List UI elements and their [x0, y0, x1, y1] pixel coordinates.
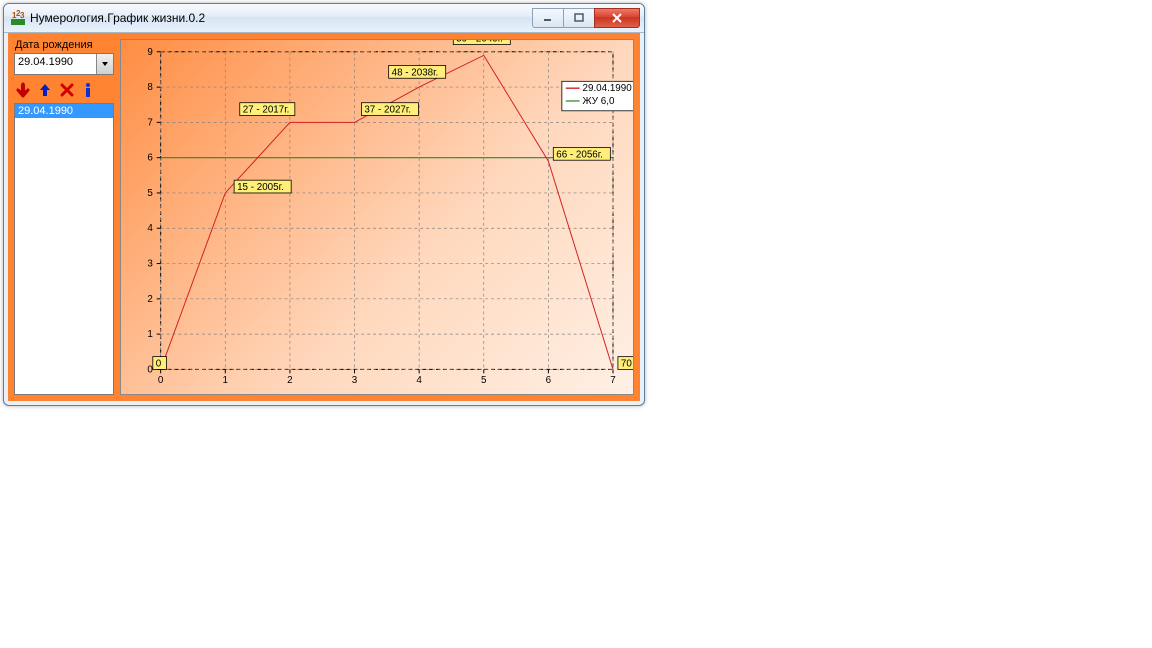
info-icon[interactable] — [80, 81, 98, 99]
svg-text:7: 7 — [610, 375, 615, 386]
svg-text:6: 6 — [147, 153, 153, 164]
svg-text:ЖУ 6,0: ЖУ 6,0 — [583, 96, 615, 107]
close-button[interactable] — [594, 8, 640, 28]
svg-text:6: 6 — [546, 375, 552, 386]
minimize-button[interactable] — [532, 8, 563, 28]
svg-text:0: 0 — [156, 358, 162, 369]
chart-panel: 012345670123456789015 - 2005г.27 - 2017г… — [120, 39, 634, 395]
sidebar: Дата рождения 29.04.1990 — [14, 39, 114, 395]
svg-text:3: 3 — [147, 258, 153, 269]
svg-text:1: 1 — [223, 375, 228, 386]
svg-text:9: 9 — [147, 47, 152, 58]
svg-text:5: 5 — [481, 375, 487, 386]
svg-text:4: 4 — [416, 375, 422, 386]
list-item[interactable]: 29.04.1990 — [15, 104, 113, 118]
svg-text:4: 4 — [147, 223, 153, 234]
svg-text:0: 0 — [158, 375, 164, 386]
dates-listbox[interactable]: 29.04.1990 — [14, 103, 114, 395]
delete-icon[interactable] — [58, 81, 76, 99]
arrow-up-icon[interactable] — [36, 81, 54, 99]
birthdate-label: Дата рождения — [14, 39, 114, 51]
svg-text:59 - 2049г.: 59 - 2049г. — [456, 40, 503, 45]
svg-text:5: 5 — [147, 188, 153, 199]
date-picker[interactable]: 29.04.1990 — [14, 53, 114, 75]
window-title: Нумерология.График жизни.0.2 — [30, 11, 532, 25]
svg-text:27 - 2017г.: 27 - 2017г. — [243, 105, 290, 116]
svg-text:3: 3 — [20, 11, 25, 20]
svg-text:2: 2 — [147, 294, 152, 305]
svg-text:1: 1 — [147, 329, 152, 340]
svg-text:3: 3 — [352, 375, 358, 386]
app-icon: 1 2 3 — [10, 10, 26, 26]
svg-text:7: 7 — [147, 117, 152, 128]
svg-text:70 - 2060г.: 70 - 2060г. — [621, 358, 633, 369]
svg-text:8: 8 — [147, 82, 153, 93]
app-window: 1 2 3 Нумерология.График жизни.0.2 Дата … — [3, 3, 645, 406]
toolbar — [14, 81, 114, 99]
svg-text:29.04.1990: 29.04.1990 — [583, 83, 633, 94]
svg-text:66 - 2056г.: 66 - 2056г. — [556, 149, 603, 160]
arrow-down-icon[interactable] — [14, 81, 32, 99]
dropdown-arrow-icon[interactable] — [96, 54, 113, 74]
window-controls — [532, 8, 640, 28]
life-chart: 012345670123456789015 - 2005г.27 - 2017г… — [121, 40, 633, 394]
titlebar[interactable]: 1 2 3 Нумерология.График жизни.0.2 — [4, 4, 644, 33]
date-value: 29.04.1990 — [15, 54, 96, 74]
svg-text:2: 2 — [287, 375, 292, 386]
maximize-button[interactable] — [563, 8, 594, 28]
client-area: Дата рождения 29.04.1990 — [8, 33, 640, 401]
svg-text:37 - 2027г.: 37 - 2027г. — [364, 105, 411, 116]
svg-text:48 - 2038г.: 48 - 2038г. — [392, 67, 439, 78]
svg-text:15 - 2005г.: 15 - 2005г. — [237, 182, 284, 193]
